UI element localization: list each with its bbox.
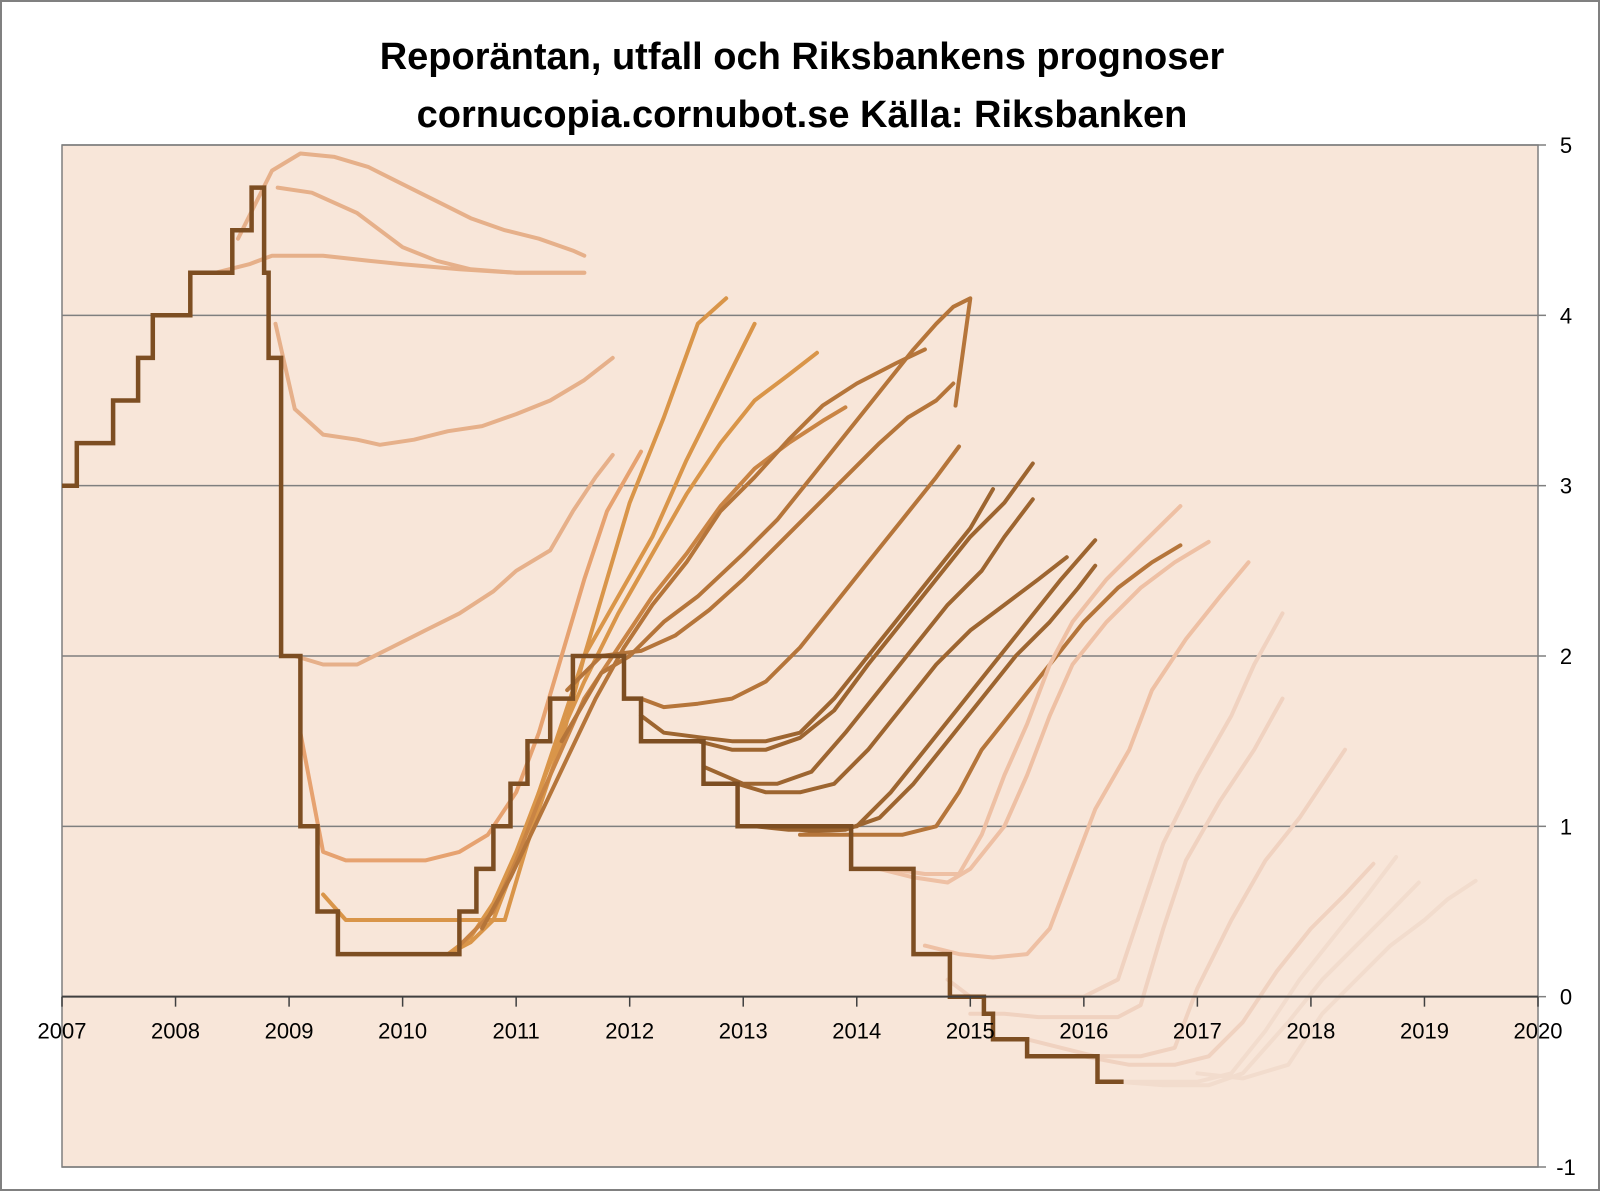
forecast-line-31	[1195, 878, 1478, 1081]
forecast-line-30	[1115, 880, 1421, 1088]
forecast-line-26	[968, 696, 1285, 1020]
axes: 5 4 3 2 1 0 -1 2007 2008 2009 2010 2011 2012 2013 2014…	[38, 133, 1576, 1180]
y-tick-label: 2	[1560, 644, 1572, 669]
forecast-line-2	[275, 185, 587, 275]
forecast-line-14	[639, 444, 961, 710]
forecast-line-12	[565, 381, 956, 693]
forecast-line-23	[877, 539, 1211, 885]
actual-repo-rate-line	[62, 185, 1124, 1085]
y-tick-label: -1	[1556, 1155, 1576, 1180]
forecast-line-18	[735, 555, 1069, 795]
forecast-line-3	[236, 151, 587, 258]
forecast-line-13	[559, 296, 973, 744]
y-tick-label: 1	[1560, 814, 1572, 839]
y-tick-label: 4	[1560, 303, 1572, 328]
x-tick-label: 2018	[1286, 1019, 1335, 1044]
x-tick-label: 2015	[946, 1019, 995, 1044]
forecast-line-15	[639, 487, 995, 744]
x-tick-label: 2007	[38, 1019, 87, 1044]
forecast-line-5	[292, 453, 615, 667]
y-tick-label: 0	[1560, 985, 1572, 1010]
forecast-line-17	[701, 497, 1035, 786]
chart-title: Reporäntan, utfall och Riksbankens progn…	[379, 36, 1225, 78]
forecast-line-27	[1025, 747, 1347, 1059]
x-tick-label: 2011	[492, 1019, 539, 1044]
forecast-line-6	[298, 449, 643, 863]
x-tick-label: 2014	[832, 1019, 881, 1044]
forecast-line-4	[273, 321, 615, 447]
actual-series	[62, 185, 1124, 1085]
forecast-line-16	[695, 461, 1035, 752]
forecast-line-11	[480, 347, 927, 931]
x-tick-label: 2017	[1173, 1019, 1222, 1044]
x-tick-label: 2016	[1059, 1019, 1108, 1044]
y-tick-label: 3	[1560, 474, 1572, 499]
chart-subtitle: cornucopia.cornubot.se Källa: Riksbanken	[416, 94, 1188, 136]
x-tick-label: 2010	[378, 1019, 427, 1044]
x-tick-label: 2019	[1400, 1019, 1449, 1044]
forecast-line-29	[1104, 855, 1399, 1084]
forecast-line-24	[922, 560, 1251, 960]
y-tick-label: 5	[1560, 133, 1572, 158]
x-tick-label: 2008	[151, 1019, 200, 1044]
x-tick-label: 2012	[605, 1019, 654, 1044]
forecast-line-21	[798, 543, 1183, 837]
forecast-line-20	[775, 563, 1098, 834]
forecast-line-9	[446, 350, 819, 957]
x-tick-label: 2013	[719, 1019, 768, 1044]
forecast-line-28	[1081, 861, 1376, 1067]
x-tick-label: 2020	[1514, 1019, 1563, 1044]
x-tick-label: 2009	[265, 1019, 314, 1044]
forecast-line-22	[854, 504, 1183, 876]
